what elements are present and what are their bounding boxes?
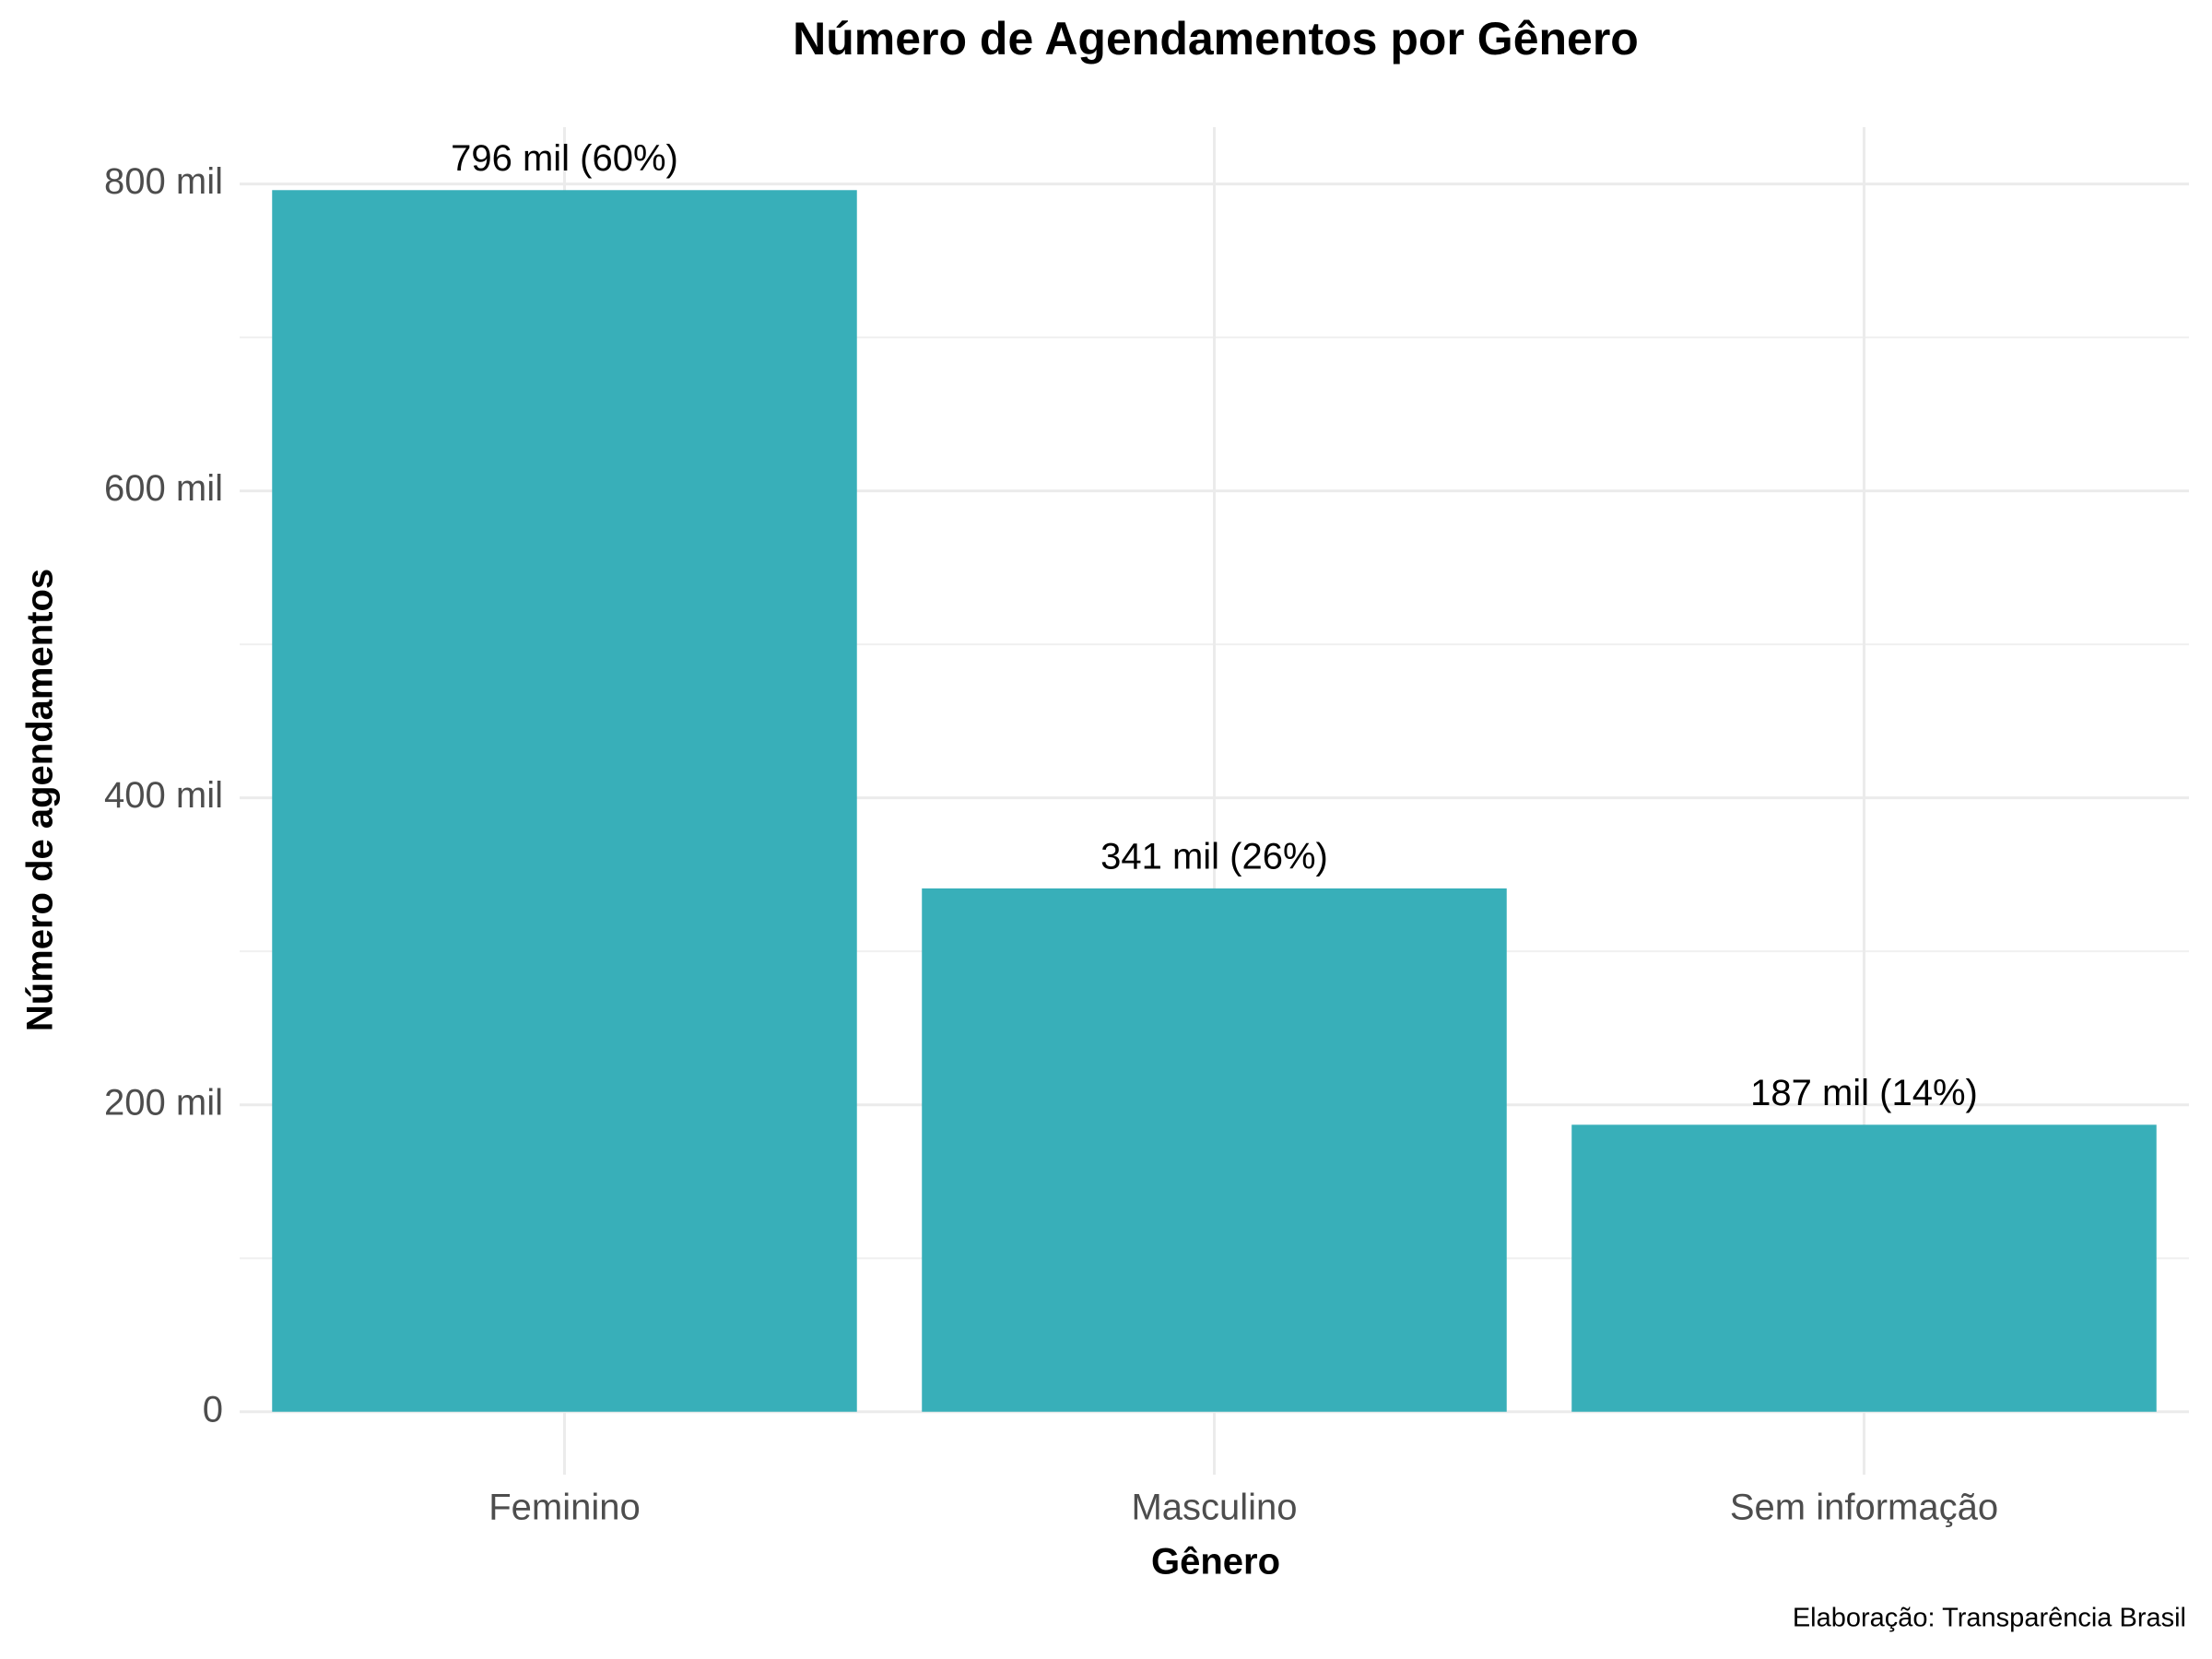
bar [922,888,1507,1412]
x-axis-title: Gênero [1151,1542,1280,1583]
bar [272,190,857,1412]
y-tick-label: 0 [203,1389,223,1430]
x-tick-label: Feminino [488,1488,641,1528]
value-label: 796 mil (60%) [451,138,678,179]
caption: Elaboração: Transparência Brasil [1793,1604,2186,1633]
chart-title: Número de Agendamentos por Gênero [793,13,1639,65]
y-axis-title: Número de agendamentos [20,569,61,1031]
y-tick-label: 800 mil [104,161,223,202]
y-tick-label: 200 mil [104,1082,223,1123]
y-tick-label: 400 mil [104,775,223,816]
bar [1571,1124,2157,1412]
x-tick-label: Masculino [1131,1488,1297,1528]
x-tick-label: Sem informação [1730,1488,1998,1528]
y-tick-label: 600 mil [104,468,223,509]
value-label: 341 mil (26%) [1100,836,1328,877]
value-label: 187 mil (14%) [1750,1073,1978,1113]
